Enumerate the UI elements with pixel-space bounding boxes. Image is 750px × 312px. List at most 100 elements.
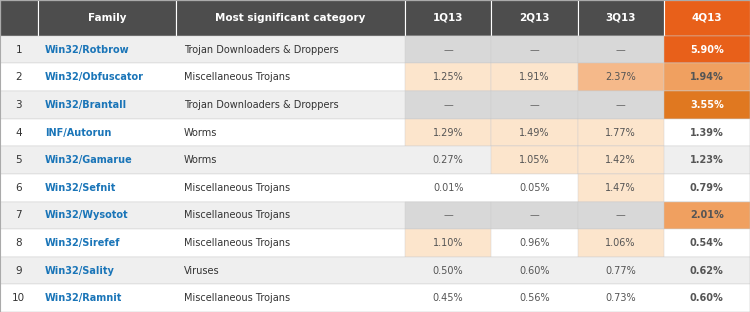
Text: —: —: [443, 100, 453, 110]
Bar: [664, 91, 750, 119]
Bar: [0, 174, 750, 202]
Text: Win32/Rotbrow: Win32/Rotbrow: [45, 45, 130, 55]
Bar: [405, 64, 491, 91]
Text: 0.27%: 0.27%: [433, 155, 464, 165]
Text: 0.50%: 0.50%: [433, 266, 464, 275]
Text: Win32/Ramnit: Win32/Ramnit: [45, 293, 122, 303]
Bar: [491, 64, 578, 91]
Bar: [664, 202, 750, 229]
Text: Miscellaneous Trojans: Miscellaneous Trojans: [184, 293, 290, 303]
Text: —: —: [443, 45, 453, 55]
Text: —: —: [616, 100, 626, 110]
Bar: [405, 202, 491, 229]
Text: 0.60%: 0.60%: [519, 266, 550, 275]
Bar: [664, 64, 750, 91]
Bar: [578, 91, 664, 119]
Bar: [664, 36, 750, 64]
Text: —: —: [530, 210, 539, 220]
Bar: [38, 0, 176, 36]
Text: 1.23%: 1.23%: [690, 155, 724, 165]
Text: —: —: [530, 100, 539, 110]
Bar: [405, 119, 491, 146]
Text: 1.91%: 1.91%: [519, 72, 550, 82]
Text: —: —: [443, 210, 453, 220]
Bar: [0, 202, 750, 229]
Text: Trojan Downloaders & Droppers: Trojan Downloaders & Droppers: [184, 100, 338, 110]
Text: 0.96%: 0.96%: [519, 238, 550, 248]
Bar: [405, 91, 491, 119]
Text: 1.29%: 1.29%: [433, 128, 464, 138]
Bar: [491, 91, 578, 119]
Text: 1.06%: 1.06%: [605, 238, 636, 248]
Text: —: —: [616, 210, 626, 220]
Bar: [491, 0, 578, 36]
Text: 5: 5: [16, 155, 22, 165]
Bar: [0, 64, 750, 91]
Bar: [0, 119, 750, 146]
Text: 1.47%: 1.47%: [605, 183, 636, 193]
Text: 0.79%: 0.79%: [690, 183, 724, 193]
Text: Miscellaneous Trojans: Miscellaneous Trojans: [184, 183, 290, 193]
Text: 3: 3: [16, 100, 22, 110]
Text: 0.56%: 0.56%: [519, 293, 550, 303]
Bar: [0, 36, 750, 64]
Text: 7: 7: [16, 210, 22, 220]
Text: Most significant category: Most significant category: [215, 13, 366, 23]
Bar: [578, 119, 664, 146]
Text: Miscellaneous Trojans: Miscellaneous Trojans: [184, 210, 290, 220]
Text: 0.60%: 0.60%: [690, 293, 724, 303]
Text: 0.77%: 0.77%: [605, 266, 636, 275]
Text: 2.01%: 2.01%: [690, 210, 724, 220]
Text: —: —: [530, 45, 539, 55]
Text: 1: 1: [16, 45, 22, 55]
Text: Miscellaneous Trojans: Miscellaneous Trojans: [184, 238, 290, 248]
Bar: [578, 146, 664, 174]
Bar: [0, 285, 750, 312]
Text: 4Q13: 4Q13: [692, 13, 722, 23]
Text: Win32/Sefnit: Win32/Sefnit: [45, 183, 116, 193]
Text: 1.42%: 1.42%: [605, 155, 636, 165]
Bar: [578, 64, 664, 91]
Bar: [0, 257, 750, 285]
Text: 1.77%: 1.77%: [605, 128, 636, 138]
Bar: [405, 229, 491, 257]
Text: 1.05%: 1.05%: [519, 155, 550, 165]
Bar: [0, 229, 750, 257]
Text: 1.10%: 1.10%: [433, 238, 464, 248]
Text: INF/Autorun: INF/Autorun: [45, 128, 111, 138]
Bar: [491, 36, 578, 64]
Bar: [578, 0, 664, 36]
Bar: [578, 36, 664, 64]
Text: 1.39%: 1.39%: [690, 128, 724, 138]
Text: Viruses: Viruses: [184, 266, 219, 275]
Bar: [0, 91, 750, 119]
Text: 0.62%: 0.62%: [690, 266, 724, 275]
Text: Win32/Sirefef: Win32/Sirefef: [45, 238, 121, 248]
Text: 1.94%: 1.94%: [690, 72, 724, 82]
Bar: [0, 146, 750, 174]
Text: 10: 10: [12, 293, 26, 303]
Text: 3Q13: 3Q13: [605, 13, 636, 23]
Text: 4: 4: [16, 128, 22, 138]
Bar: [578, 229, 664, 257]
Bar: [405, 36, 491, 64]
Bar: [491, 119, 578, 146]
Text: 2Q13: 2Q13: [519, 13, 550, 23]
Text: 8: 8: [16, 238, 22, 248]
Text: Miscellaneous Trojans: Miscellaneous Trojans: [184, 72, 290, 82]
Bar: [176, 0, 405, 36]
Text: —: —: [616, 45, 626, 55]
Text: 0.45%: 0.45%: [433, 293, 464, 303]
Bar: [491, 202, 578, 229]
Bar: [578, 174, 664, 202]
Bar: [491, 146, 578, 174]
Text: 1.25%: 1.25%: [433, 72, 464, 82]
Text: Win32/Sality: Win32/Sality: [45, 266, 115, 275]
Text: 9: 9: [16, 266, 22, 275]
Text: 5.90%: 5.90%: [690, 45, 724, 55]
Text: 1Q13: 1Q13: [433, 13, 464, 23]
Text: 0.54%: 0.54%: [690, 238, 724, 248]
Text: 6: 6: [16, 183, 22, 193]
Bar: [578, 202, 664, 229]
Text: Trojan Downloaders & Droppers: Trojan Downloaders & Droppers: [184, 45, 338, 55]
